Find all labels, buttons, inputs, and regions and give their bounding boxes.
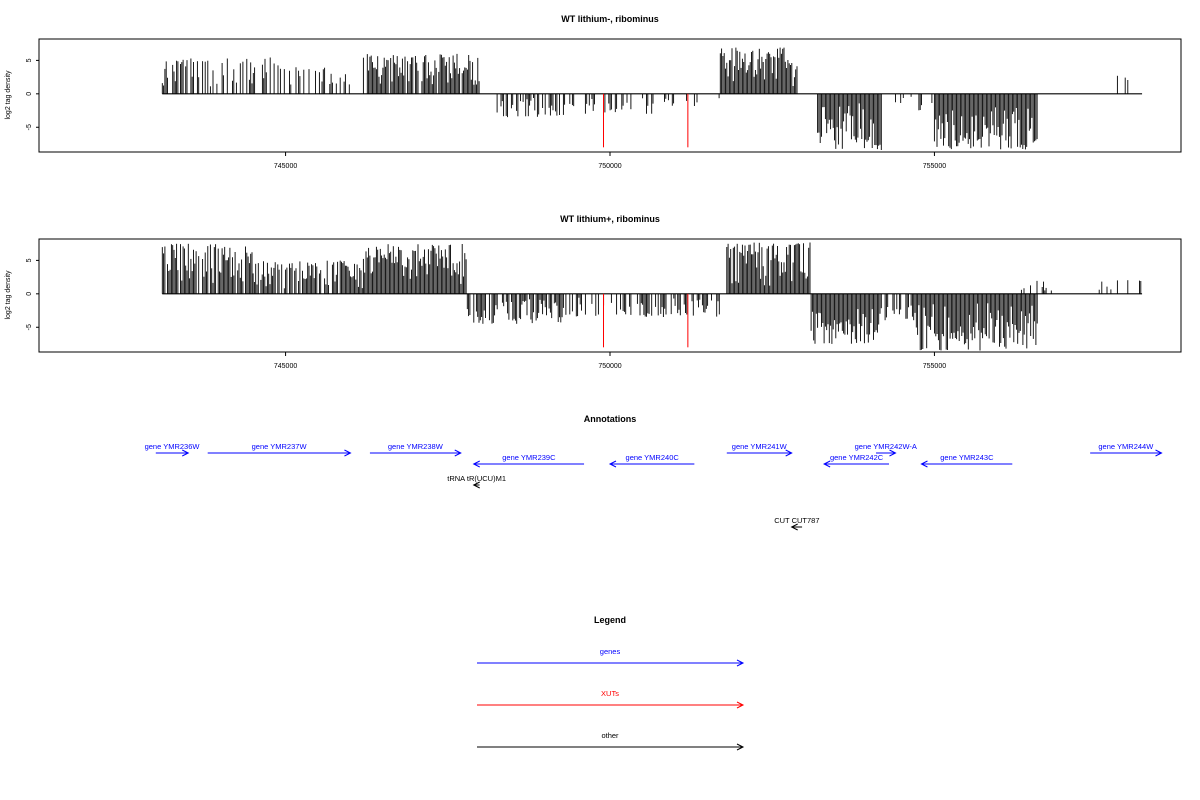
x-tick-label: 750000 (598, 363, 621, 370)
feature-label: gene YMR242C (830, 453, 884, 462)
feature-label: gene YMR241W (732, 442, 788, 451)
axes-group: -5 0 5 745000 750000 755000 (26, 58, 946, 170)
annotation-features: gene YMR236W gene YMR237W gene YMR238W gene… (145, 442, 1163, 531)
y-axis-label: log2 tag density (5, 70, 12, 120)
axes-group: -5 0 5 745000 750000 755000 (26, 258, 946, 370)
feature-arrowhead (182, 449, 190, 457)
legend-arrowhead (736, 701, 745, 709)
legend-label: genes (600, 647, 621, 656)
feature-label: gene YMR236W (145, 442, 201, 451)
y-tick-label: -5 (26, 124, 33, 130)
feature-label: gene YMR237W (252, 442, 308, 451)
feature-arrowhead (454, 449, 462, 457)
track-title: WT lithium-, ribominus (561, 14, 659, 24)
legend-title: Legend (594, 615, 626, 625)
feature-label: CUT CUT787 (774, 516, 819, 525)
feature-label: gene YMR242W-A (855, 442, 917, 451)
feature-label: gene YMR240C (626, 453, 680, 462)
track-panel-lithium-minus: WT lithium-, ribominus log2 tag density … (5, 14, 1182, 170)
legend-panel: Legend genes XUTs other (477, 615, 745, 751)
legend-items: genes XUTs other (477, 647, 745, 751)
x-tick-label: 755000 (923, 163, 946, 170)
feature-arrowhead (344, 449, 352, 457)
feature-arrowhead (1155, 449, 1163, 457)
bars-group (161, 242, 1143, 351)
feature-label: tRNA tR(UCU)M1 (447, 474, 506, 483)
legend-arrowhead (736, 743, 745, 751)
x-tick-label: 745000 (274, 363, 297, 370)
feature-arrowhead (889, 449, 897, 457)
x-tick-label: 750000 (598, 163, 621, 170)
feature-arrowhead (920, 460, 928, 468)
feature-arrowhead (472, 481, 480, 489)
legend-arrowhead (736, 659, 745, 667)
feature-arrowhead (785, 449, 793, 457)
feature-label: gene YMR239C (502, 453, 556, 462)
track-panel-lithium-plus: WT lithium+, ribominus log2 tag density … (5, 214, 1182, 370)
feature-arrowhead (823, 460, 831, 468)
legend-label: XUTs (601, 689, 619, 698)
y-axis-label: log2 tag density (5, 270, 12, 320)
x-tick-label: 745000 (274, 163, 297, 170)
track-title: WT lithium+, ribominus (560, 214, 660, 224)
annotations-panel: Annotations gene YMR236W gene YMR237W gene… (145, 414, 1163, 531)
y-tick-label: 5 (26, 258, 33, 262)
feature-label: gene YMR238W (388, 442, 444, 451)
x-tick-label: 755000 (923, 363, 946, 370)
feature-arrowhead (790, 523, 798, 531)
y-tick-label: 0 (26, 292, 33, 296)
feature-arrowhead (608, 460, 617, 468)
feature-label: gene YMR244W (1098, 442, 1154, 451)
feature-label: gene YMR243C (940, 453, 994, 462)
y-tick-label: 0 (26, 92, 33, 96)
feature-arrowhead (472, 460, 480, 468)
y-tick-label: 5 (26, 58, 33, 62)
legend-label: other (601, 731, 619, 740)
bars-group (161, 47, 1143, 150)
y-tick-label: -5 (26, 324, 33, 330)
annotations-title: Annotations (584, 414, 637, 424)
